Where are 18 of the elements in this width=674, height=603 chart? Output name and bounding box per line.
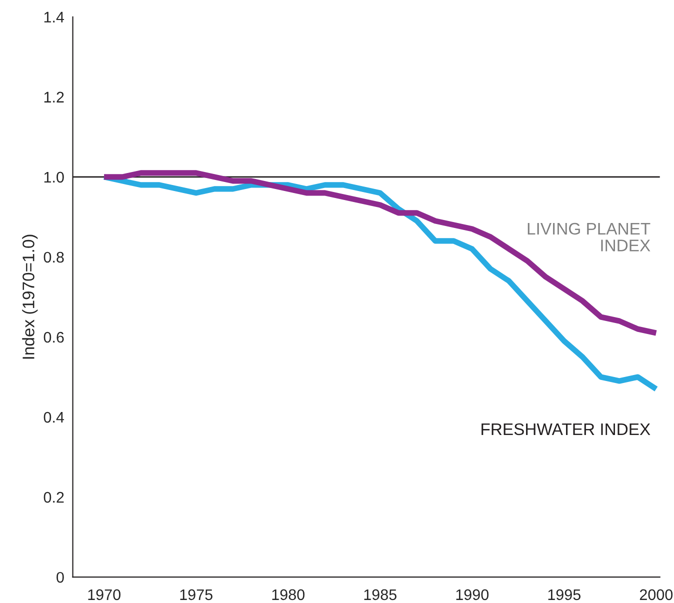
x-tick-label: 1980 — [272, 589, 305, 600]
y-tick-label: 0.2 — [44, 492, 64, 503]
y-tick-label: 1.0 — [44, 172, 64, 183]
y-tick-label: 0 — [56, 572, 64, 583]
x-tick-label: 1985 — [364, 589, 396, 600]
x-tick-label: 1970 — [88, 589, 120, 600]
y-tick-label: 0.6 — [44, 332, 64, 343]
x-tick-label: 1990 — [456, 589, 489, 600]
y-tick-label: 1.4 — [44, 12, 64, 22]
x-tick-label: 2000 — [640, 589, 673, 600]
series-label: LIVING PLANET INDEX — [528, 222, 650, 252]
y-tick-label: 0.8 — [44, 252, 64, 263]
x-tick-label: 1995 — [548, 589, 581, 600]
y-tick-label: 0.4 — [44, 412, 64, 423]
y-axis-title: Index (1970=1.0) — [22, 234, 38, 359]
x-tick-label: 1975 — [180, 589, 212, 600]
y-tick-label: 1.2 — [44, 92, 64, 102]
text: FRESHWATER INDEX — [482, 423, 650, 436]
